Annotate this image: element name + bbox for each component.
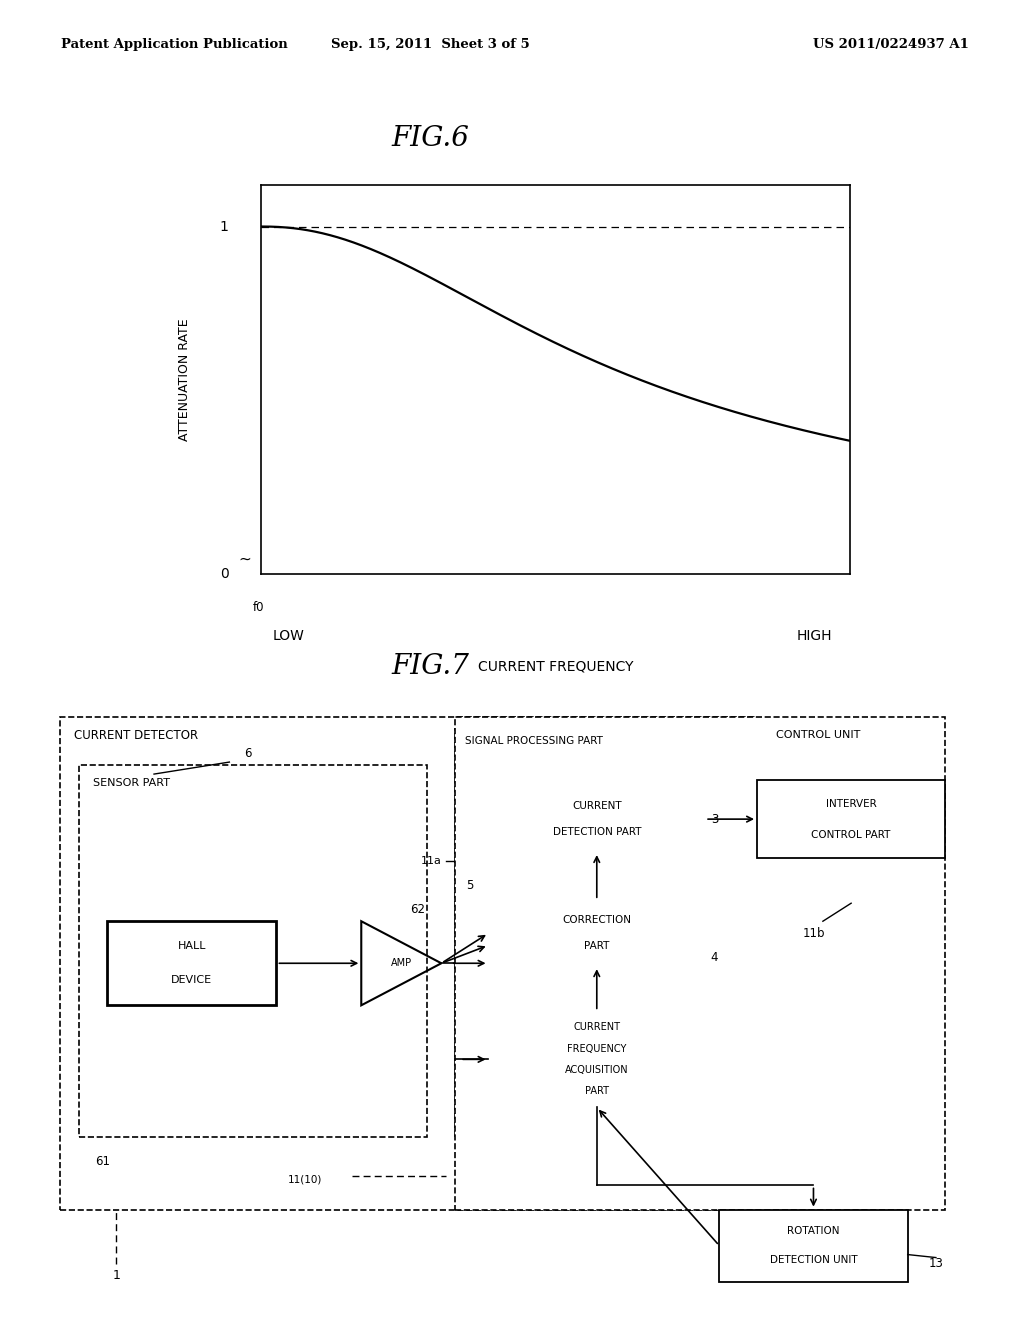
Text: 11b: 11b bbox=[802, 927, 824, 940]
FancyBboxPatch shape bbox=[719, 1209, 907, 1282]
Text: DETECTION PART: DETECTION PART bbox=[553, 828, 641, 837]
Text: 4: 4 bbox=[711, 950, 718, 964]
Text: f0: f0 bbox=[252, 602, 264, 614]
Text: 5: 5 bbox=[466, 879, 473, 892]
FancyBboxPatch shape bbox=[488, 787, 706, 853]
Text: HIGH: HIGH bbox=[797, 628, 833, 643]
FancyBboxPatch shape bbox=[59, 717, 757, 1209]
FancyBboxPatch shape bbox=[757, 780, 945, 858]
Text: ROTATION: ROTATION bbox=[787, 1226, 840, 1236]
Text: 1: 1 bbox=[220, 219, 228, 234]
Text: Patent Application Publication: Patent Application Publication bbox=[61, 38, 288, 51]
Text: US 2011/0224937 A1: US 2011/0224937 A1 bbox=[813, 38, 969, 51]
Text: 0: 0 bbox=[220, 568, 228, 581]
Text: 13: 13 bbox=[929, 1257, 943, 1270]
FancyBboxPatch shape bbox=[488, 900, 706, 966]
Text: CURRENT: CURRENT bbox=[573, 1022, 621, 1032]
Text: CONTROL PART: CONTROL PART bbox=[811, 830, 891, 840]
Text: PART: PART bbox=[585, 1086, 609, 1097]
Text: 11a: 11a bbox=[421, 857, 441, 866]
FancyBboxPatch shape bbox=[488, 1011, 706, 1107]
Text: LOW: LOW bbox=[272, 628, 305, 643]
Text: ~: ~ bbox=[239, 552, 251, 566]
Text: ACQUISITION: ACQUISITION bbox=[565, 1065, 629, 1074]
Text: CURRENT FREQUENCY: CURRENT FREQUENCY bbox=[478, 660, 633, 675]
Text: INTERVER: INTERVER bbox=[825, 799, 877, 809]
Text: SENSOR PART: SENSOR PART bbox=[93, 777, 170, 788]
Text: ATTENUATION RATE: ATTENUATION RATE bbox=[178, 318, 191, 441]
Text: CURRENT DETECTOR: CURRENT DETECTOR bbox=[74, 729, 198, 742]
Text: DEVICE: DEVICE bbox=[171, 975, 212, 985]
Text: HALL: HALL bbox=[177, 941, 206, 952]
FancyBboxPatch shape bbox=[456, 717, 945, 1209]
Text: FIG.6: FIG.6 bbox=[391, 125, 469, 152]
Text: 11(10): 11(10) bbox=[288, 1175, 322, 1184]
Text: CONTROL UNIT: CONTROL UNIT bbox=[776, 730, 860, 741]
Text: AMP: AMP bbox=[391, 958, 412, 969]
Text: PART: PART bbox=[584, 941, 609, 952]
Text: FIG.7: FIG.7 bbox=[391, 653, 469, 680]
Text: 61: 61 bbox=[94, 1155, 110, 1168]
Text: Sep. 15, 2011  Sheet 3 of 5: Sep. 15, 2011 Sheet 3 of 5 bbox=[331, 38, 529, 51]
FancyBboxPatch shape bbox=[106, 921, 276, 1006]
Text: FREQUENCY: FREQUENCY bbox=[567, 1044, 627, 1053]
Text: CURRENT: CURRENT bbox=[572, 801, 622, 810]
Text: CORRECTION: CORRECTION bbox=[562, 915, 631, 925]
Text: 62: 62 bbox=[411, 903, 425, 916]
FancyBboxPatch shape bbox=[456, 729, 748, 1138]
Text: DETECTION UNIT: DETECTION UNIT bbox=[770, 1255, 857, 1265]
FancyBboxPatch shape bbox=[79, 766, 427, 1138]
Text: 6: 6 bbox=[245, 747, 252, 759]
Text: 3: 3 bbox=[711, 813, 718, 825]
Text: SIGNAL PROCESSING PART: SIGNAL PROCESSING PART bbox=[465, 737, 603, 746]
Text: 1: 1 bbox=[113, 1269, 120, 1282]
